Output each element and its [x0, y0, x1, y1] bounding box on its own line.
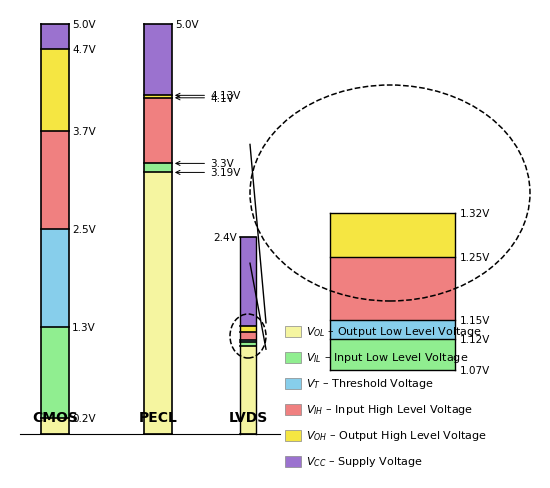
- Text: 2.5V: 2.5V: [72, 224, 96, 235]
- Text: 4.1V: 4.1V: [176, 94, 234, 103]
- Text: 0.2V: 0.2V: [72, 413, 96, 423]
- Bar: [285, 326, 301, 337]
- Bar: [144, 99, 172, 164]
- Text: $V_{CC}$ – Supply Voltage: $V_{CC}$ – Supply Voltage: [306, 454, 423, 468]
- Text: PECL: PECL: [139, 410, 178, 424]
- Bar: [240, 343, 256, 346]
- Bar: [240, 340, 256, 343]
- Text: 1.15V: 1.15V: [460, 315, 491, 325]
- Text: 1.12V: 1.12V: [460, 334, 491, 344]
- Bar: [240, 332, 256, 340]
- Bar: [285, 404, 301, 415]
- Text: $V_{IL}$ – Input Low Level Voltage: $V_{IL}$ – Input Low Level Voltage: [306, 350, 468, 364]
- Bar: [144, 96, 172, 164]
- Bar: [41, 49, 69, 131]
- Text: LVDS: LVDS: [228, 410, 268, 424]
- Bar: [144, 25, 172, 96]
- Text: 2.4V: 2.4V: [213, 233, 237, 243]
- Text: 3.3V: 3.3V: [176, 159, 234, 169]
- Bar: [285, 352, 301, 363]
- Bar: [240, 326, 256, 332]
- Text: $V_{OH}$ – Output High Level Voltage: $V_{OH}$ – Output High Level Voltage: [306, 428, 487, 442]
- Text: $V_{OL}$ – Output Low Level Voltage: $V_{OL}$ – Output Low Level Voltage: [306, 325, 482, 338]
- Bar: [41, 229, 69, 328]
- Bar: [41, 328, 69, 418]
- Text: 5.0V: 5.0V: [72, 20, 96, 30]
- Bar: [240, 238, 256, 326]
- Bar: [285, 378, 301, 389]
- Text: 4.7V: 4.7V: [72, 44, 96, 55]
- Text: 4.13V: 4.13V: [176, 91, 240, 101]
- Bar: [285, 456, 301, 467]
- Bar: [330, 213, 455, 257]
- Bar: [41, 25, 69, 49]
- Text: 3.19V: 3.19V: [176, 168, 240, 178]
- Bar: [41, 131, 69, 229]
- Text: 1.25V: 1.25V: [460, 252, 491, 263]
- Text: 1.07V: 1.07V: [460, 366, 490, 375]
- Bar: [330, 339, 455, 370]
- Text: 1.3V: 1.3V: [72, 323, 96, 333]
- Bar: [144, 164, 172, 173]
- Bar: [41, 418, 69, 434]
- Text: CMOS: CMOS: [32, 410, 78, 424]
- Text: 1.32V: 1.32V: [460, 208, 491, 219]
- Bar: [240, 346, 256, 434]
- Bar: [330, 320, 455, 339]
- Text: 3.7V: 3.7V: [72, 126, 96, 136]
- Bar: [144, 173, 172, 434]
- Bar: [285, 429, 301, 441]
- Text: 5.0V: 5.0V: [175, 20, 199, 30]
- Bar: [330, 257, 455, 320]
- Text: $V_{T}$ – Threshold Voltage: $V_{T}$ – Threshold Voltage: [306, 376, 434, 390]
- Text: $V_{IH}$ – Input High Level Voltage: $V_{IH}$ – Input High Level Voltage: [306, 402, 474, 416]
